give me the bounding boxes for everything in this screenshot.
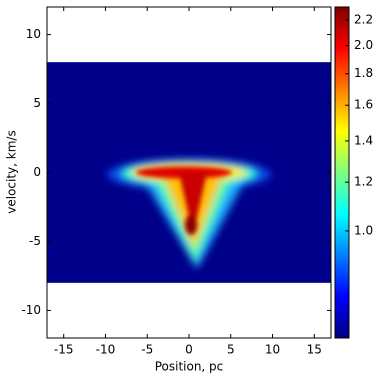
y-tick-label: -5	[29, 234, 41, 248]
x-tick-label: -15	[54, 343, 74, 357]
colorbar-tick-label: 1.4	[354, 133, 373, 147]
colorbar-tick-label: 1.0	[354, 223, 373, 237]
x-tick-label: 5	[227, 343, 235, 357]
colorbar	[334, 6, 350, 339]
core-dark	[185, 214, 197, 235]
x-axis-label: Position, pc	[155, 360, 224, 374]
y-tick-label: 0	[33, 165, 41, 179]
y-tick-label: -10	[21, 303, 41, 317]
x-tick-label: -10	[96, 343, 116, 357]
x-tick-label: 0	[185, 343, 193, 357]
y-tick-label: 5	[33, 96, 41, 110]
colorbar-tick-label: 1.6	[354, 98, 373, 112]
colorbar-tick-label: 1.8	[354, 66, 373, 80]
x-tick-label: 15	[307, 343, 322, 357]
colorbar-tick-label: 2.0	[354, 38, 373, 52]
heatmap-core	[136, 166, 232, 235]
x-tick-label: 10	[265, 343, 280, 357]
colorbar-tick-label: 2.2	[354, 13, 373, 27]
y-axis-label: velocity, km/s	[5, 130, 19, 213]
y-tick-label: 10	[26, 27, 41, 41]
colorbar-tick-label: 1.2	[354, 175, 373, 189]
core-tail	[179, 172, 207, 235]
x-tick-label: -5	[141, 343, 153, 357]
heatmap-image	[47, 62, 331, 283]
